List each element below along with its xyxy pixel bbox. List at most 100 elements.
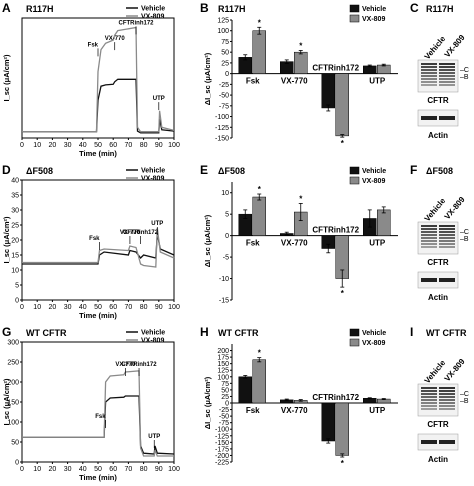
cftr-band <box>421 243 437 245</box>
actin-band <box>421 116 437 120</box>
cftr-band <box>421 231 437 233</box>
x-axis-label: Time (min) <box>79 149 117 158</box>
cftr-band <box>421 75 437 77</box>
panel-label-f: F <box>410 163 417 177</box>
x-tick-label: 0 <box>20 466 24 473</box>
y-tick-label: -125 <box>215 125 229 132</box>
actin-band <box>439 278 455 282</box>
legend-swatch <box>349 166 360 175</box>
y-tick-label: 15 <box>11 253 19 260</box>
y-tick-label: -150 <box>215 136 229 143</box>
x-tick-label: 60 <box>109 304 117 311</box>
x-axis-label: Time (min) <box>79 311 117 320</box>
cftr-band <box>439 240 455 242</box>
x-tick-label: 70 <box>125 142 133 149</box>
y-tick-label: -25 <box>219 82 229 89</box>
x-tick-label: 100 <box>168 304 180 311</box>
panel-label-h: H <box>200 325 209 339</box>
x-tick-label: 50 <box>94 466 102 473</box>
band-label-b: –B <box>460 74 469 81</box>
panel-title: WT CFTR <box>26 328 67 338</box>
legend-label: Vehicle <box>141 6 165 13</box>
y-tick-label: 40 <box>11 178 19 185</box>
bar <box>377 209 391 236</box>
x-tick-label: 100 <box>168 142 180 149</box>
x-tick-label: 80 <box>140 142 148 149</box>
x-tick-label: 30 <box>64 466 72 473</box>
actin-band <box>439 116 455 120</box>
legend-label: Vehicle <box>362 6 386 13</box>
y-tick-label: 200 <box>217 348 229 355</box>
legend-swatch <box>349 4 360 13</box>
y-tick-label: 25 <box>221 394 229 401</box>
cftr-band <box>421 225 437 227</box>
bar <box>377 64 391 74</box>
panel-label-e: E <box>200 163 208 177</box>
y-tick-label: 0 <box>225 401 229 408</box>
significance-star: * <box>258 349 262 358</box>
actin-blot <box>417 433 459 451</box>
cftr-band <box>439 69 455 71</box>
event-label: UTP <box>153 96 165 102</box>
significance-star: * <box>299 194 303 203</box>
blot-label: Actin <box>428 131 448 140</box>
category-label: UTP <box>369 77 386 86</box>
x-tick-label: 0 <box>20 142 24 149</box>
bar <box>335 402 349 456</box>
legend-label: VX-809 <box>362 340 385 347</box>
lane-label: VX-809 <box>443 357 467 384</box>
panel-title: ΔF508 <box>218 166 245 176</box>
x-tick-label: 20 <box>49 304 57 311</box>
cftr-band <box>421 63 437 65</box>
cftr-band <box>439 237 455 239</box>
y-tick-label: -10 <box>219 276 229 283</box>
x-tick-label: 30 <box>64 142 72 149</box>
x-tick-label: 90 <box>155 466 163 473</box>
cftr-band <box>439 78 455 80</box>
event-label: CFTRinh172 <box>122 362 158 368</box>
bar <box>252 30 266 74</box>
band-label-c: –C <box>460 229 469 236</box>
legend-label: VX-809 <box>141 338 164 345</box>
x-tick-label: 70 <box>125 304 133 311</box>
cftr-band <box>439 234 455 236</box>
cftr-band <box>439 246 455 248</box>
blot-title: ΔF508 <box>426 166 453 176</box>
cftr-band <box>439 81 455 83</box>
category-label: VX-770 <box>281 77 308 86</box>
cftr-band <box>421 402 437 404</box>
cftr-band <box>421 399 437 401</box>
y-tick-label: 20 <box>11 238 19 245</box>
y-tick-label: 5 <box>225 212 229 219</box>
x-tick-label: 40 <box>79 304 87 311</box>
cftr-band <box>439 405 455 407</box>
cftr-band <box>439 228 455 230</box>
bar <box>252 359 266 404</box>
trace-vehicle <box>22 395 175 455</box>
legend-swatch <box>349 14 360 23</box>
y-tick-label: 50 <box>11 440 19 447</box>
trace-vx-809 <box>22 26 175 133</box>
y-tick-label: 125 <box>217 368 229 375</box>
category-label: Fsk <box>246 239 260 248</box>
event-label: UTP <box>151 221 163 227</box>
y-tick-label: 5 <box>15 283 19 290</box>
y-tick-label: 250 <box>7 360 19 367</box>
y-tick-label: -25 <box>219 407 229 414</box>
event-label: UTP <box>148 434 160 440</box>
significance-star: * <box>258 18 262 27</box>
legend-swatch <box>349 338 360 347</box>
x-tick-label: 40 <box>79 142 87 149</box>
significance-star: * <box>341 459 345 468</box>
y-tick-label: 0 <box>15 460 19 467</box>
cftr-band <box>421 237 437 239</box>
y-tick-label: -150 <box>215 440 229 447</box>
actin-band <box>421 278 437 282</box>
blot-title: R117H <box>426 4 454 14</box>
legend-swatch <box>349 328 360 337</box>
cftr-band <box>421 228 437 230</box>
lane-label: VX-809 <box>443 33 467 60</box>
cftr-band <box>421 240 437 242</box>
y-tick-label: 30 <box>11 208 19 215</box>
cftr-band <box>439 408 455 410</box>
